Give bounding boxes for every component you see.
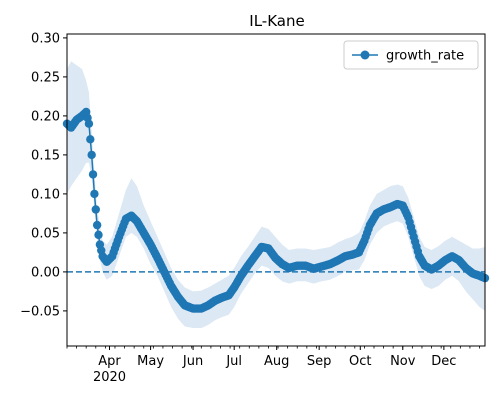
x-tick-label: Apr bbox=[98, 354, 121, 369]
x-tick-sublabel: 2020 bbox=[93, 370, 126, 385]
data-point bbox=[84, 119, 94, 128]
x-tick-label: Sep bbox=[307, 354, 332, 369]
x-tick-label: May bbox=[137, 354, 164, 369]
x-tick-label: Jul bbox=[225, 354, 242, 369]
y-tick-label: 0.10 bbox=[31, 187, 60, 202]
legend: growth_rate bbox=[343, 40, 479, 70]
data-point bbox=[90, 189, 99, 199]
legend-marker-swatch bbox=[360, 50, 370, 60]
data-point bbox=[94, 230, 103, 240]
data-point bbox=[87, 150, 96, 160]
y-tick-label: 0.20 bbox=[31, 109, 60, 124]
axes-layer: −0.05 0.00 0.05 0.10 0.15 0.20 0.25 0.30 Apr2020… bbox=[20, 31, 486, 385]
y-tick-label: −0.05 bbox=[20, 304, 60, 319]
y-tick-label: 0.15 bbox=[31, 148, 60, 163]
data-point bbox=[88, 170, 98, 179]
x-tick-label: Nov bbox=[390, 354, 416, 369]
x-tick-label: Oct bbox=[349, 354, 371, 369]
y-tick-label: 0.05 bbox=[31, 226, 60, 241]
y-tick-label: 0.30 bbox=[31, 31, 60, 46]
confidence-band-growth_rate bbox=[67, 61, 485, 329]
chart-title: IL-Kane bbox=[249, 12, 304, 30]
x-tick-label: Aug bbox=[264, 354, 289, 369]
data-point bbox=[86, 135, 95, 144]
y-tick-label: 0.00 bbox=[31, 265, 60, 280]
data-point bbox=[91, 205, 100, 214]
x-tick-label: Jun bbox=[182, 354, 203, 369]
series-layer bbox=[62, 107, 490, 313]
x-tick-label: Dec bbox=[431, 354, 456, 369]
confidence-band-layer bbox=[67, 61, 485, 329]
y-tick-label: 0.25 bbox=[31, 70, 60, 85]
legend-label: growth_rate bbox=[386, 49, 464, 64]
legend-box bbox=[343, 40, 479, 70]
data-point bbox=[92, 220, 102, 230]
plot-frame bbox=[66, 33, 486, 347]
